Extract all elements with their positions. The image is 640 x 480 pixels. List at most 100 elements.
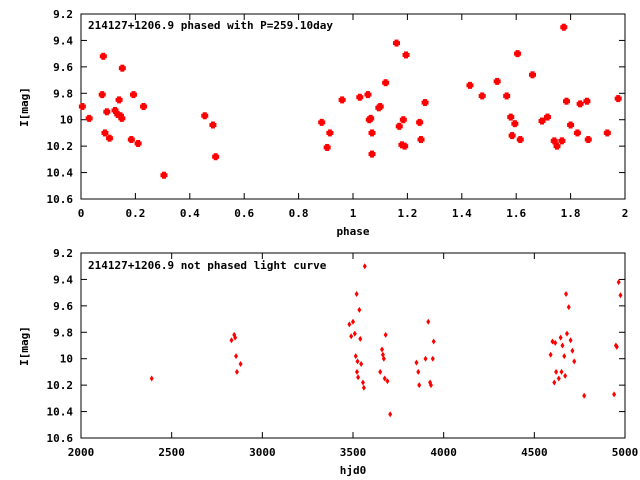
- x-tick-label: 2000: [68, 446, 95, 459]
- data-point: [357, 306, 362, 313]
- data-point: [393, 39, 401, 47]
- data-point: [572, 358, 577, 365]
- data-point: [430, 355, 435, 362]
- data-point: [160, 171, 168, 179]
- data-point: [511, 120, 519, 128]
- x-tick-label: 0: [78, 207, 85, 220]
- data-point: [543, 113, 551, 121]
- data-point: [614, 343, 619, 350]
- data-point: [548, 351, 553, 358]
- data-point: [234, 368, 239, 375]
- data-point: [118, 114, 126, 122]
- data-point: [417, 382, 422, 389]
- data-point: [514, 50, 522, 58]
- data-point: [355, 358, 360, 365]
- data-point: [616, 279, 621, 286]
- data-point: [421, 99, 429, 107]
- x-tick-label: 1.4: [452, 207, 472, 220]
- data-point: [318, 118, 326, 126]
- data-point: [568, 337, 573, 344]
- data-point: [361, 384, 366, 391]
- data-point: [570, 347, 575, 354]
- data-point: [351, 318, 355, 325]
- data-point: [388, 411, 393, 418]
- x-tick-label: 3500: [340, 446, 367, 459]
- x-tick-label: 2500: [158, 446, 185, 459]
- data-point: [553, 339, 558, 346]
- data-point: [85, 114, 93, 122]
- data-point: [382, 79, 390, 87]
- y-tick-label: 9.2: [53, 8, 73, 21]
- data-point: [503, 92, 511, 100]
- data-point: [323, 143, 331, 151]
- data-point: [106, 134, 114, 142]
- y-tick-label: 10.4: [47, 406, 74, 419]
- plot-frame: [80, 252, 626, 439]
- data-point: [356, 93, 364, 101]
- data-point: [381, 355, 386, 362]
- data-point: [134, 140, 142, 147]
- data-point: [603, 129, 611, 137]
- y-tick-label: 9.4: [53, 273, 73, 286]
- data-point: [362, 263, 367, 270]
- data-point: [564, 290, 569, 297]
- data-point: [573, 129, 581, 137]
- y-tick-label: 10.6: [47, 432, 74, 445]
- x-tick-label: 1.8: [561, 207, 581, 220]
- y-tick-label: 9.8: [53, 87, 73, 100]
- data-point: [560, 23, 568, 31]
- data-point: [385, 378, 390, 385]
- y-axis-label: I[mag]: [18, 326, 31, 366]
- x-tick-label: 3000: [249, 446, 276, 459]
- y-tick-label: 10: [60, 353, 73, 366]
- x-tick-label: 1.2: [397, 207, 417, 220]
- data-point: [364, 91, 372, 99]
- data-point: [416, 368, 421, 375]
- data-point: [383, 331, 388, 338]
- data-point: [612, 391, 617, 398]
- data-point: [493, 77, 501, 85]
- data-point: [349, 333, 354, 340]
- data-point: [101, 129, 109, 137]
- data-point: [529, 71, 537, 79]
- data-point: [368, 150, 376, 158]
- data-point: [401, 142, 409, 150]
- data-point: [238, 361, 243, 367]
- data-point: [376, 103, 384, 110]
- data-point: [129, 91, 137, 99]
- data-point: [553, 142, 561, 150]
- y-tick-label: 9.6: [53, 61, 73, 74]
- data-point: [614, 95, 622, 103]
- data-point: [353, 353, 358, 360]
- data-point: [111, 106, 119, 114]
- data-point: [352, 330, 357, 337]
- data-point: [115, 96, 123, 104]
- y-tick-label: 10.4: [47, 167, 74, 180]
- x-tick-label: 1: [350, 207, 357, 220]
- data-point: [563, 97, 571, 105]
- y-tick-label: 10.2: [47, 379, 74, 392]
- data-point: [583, 97, 591, 105]
- data-point: [234, 353, 239, 360]
- y-tick-label: 10: [60, 114, 73, 127]
- data-point: [559, 368, 564, 375]
- data-point: [118, 64, 126, 72]
- data-point: [360, 379, 365, 386]
- x-tick-label: 0.8: [289, 207, 309, 220]
- data-point: [347, 321, 352, 328]
- data-point: [562, 353, 567, 360]
- data-points: [78, 23, 622, 179]
- data-point: [584, 136, 592, 144]
- data-point: [564, 330, 569, 337]
- data-point: [516, 136, 524, 144]
- data-point: [554, 368, 559, 375]
- data-point: [98, 91, 106, 99]
- data-point: [414, 359, 419, 366]
- data-point: [478, 92, 486, 100]
- unphased-light-curve-panel: 214127+1206.9 not phased light curve hjd…: [18, 247, 638, 477]
- data-point: [402, 51, 410, 59]
- data-point: [558, 137, 566, 145]
- phased-light-curve-panel: 214127+1206.9 phased with P=259.10day ph…: [18, 8, 628, 238]
- y-tick-label: 9.6: [53, 300, 73, 313]
